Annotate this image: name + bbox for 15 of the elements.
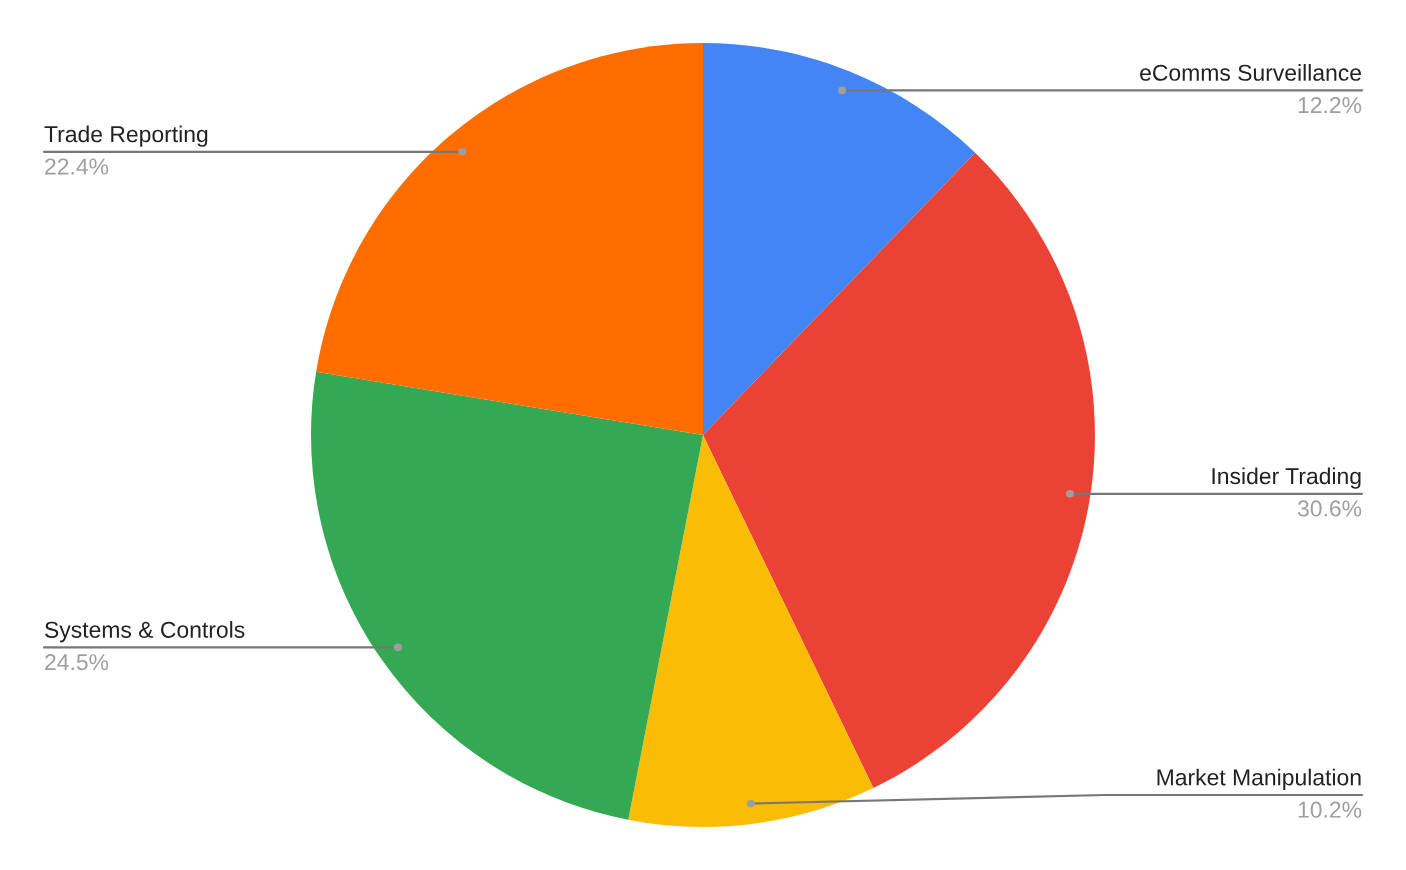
slice-label: Systems & Controls	[45, 621, 245, 643]
pie-slice	[703, 43, 976, 435]
data-label: 12.2%	[1298, 97, 1362, 114]
slice-label: Trade Reporting	[44, 125, 208, 147]
data-label: 22.4%	[45, 158, 109, 175]
pie-slice	[703, 152, 1095, 789]
data-label: 30.6%	[1297, 500, 1362, 517]
pie-slice	[311, 371, 703, 820]
pie-slice	[628, 435, 874, 827]
data-label: 24.5%	[45, 654, 109, 671]
data-label: 10.2%	[1298, 801, 1362, 818]
slice-label: eComms Surveillance	[1140, 64, 1361, 81]
pie-slice	[316, 43, 703, 435]
slice-label: Market Manipulation	[1157, 768, 1361, 790]
slice-label: Insider Trading	[1212, 467, 1361, 489]
